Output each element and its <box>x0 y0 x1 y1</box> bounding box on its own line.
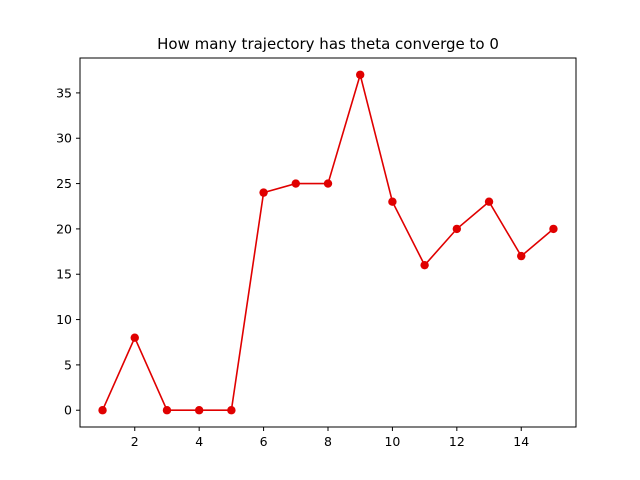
y-tick-label: 35 <box>56 85 72 100</box>
x-tick-label: 4 <box>195 434 203 449</box>
data-point <box>259 188 268 197</box>
chart-title: How many trajectory has theta converge t… <box>157 35 499 53</box>
data-point <box>227 406 236 415</box>
x-tick-label: 6 <box>260 434 268 449</box>
data-point <box>130 333 139 342</box>
data-point <box>356 70 365 79</box>
data-point <box>162 406 172 415</box>
x-tick-label: 8 <box>324 434 332 449</box>
y-tick-label: 0 <box>64 403 72 418</box>
x-tick-label: 2 <box>131 434 139 449</box>
data-point <box>420 260 429 270</box>
y-tick-label: 10 <box>56 312 72 327</box>
data-point <box>549 224 558 234</box>
data-point <box>291 179 300 188</box>
x-axis: 2 4 6 8 10 12 14 <box>131 427 529 449</box>
data-point <box>98 406 107 415</box>
data-point <box>323 179 333 188</box>
y-tick-label: 30 <box>56 131 72 146</box>
y-axis: 0 5 10 15 20 25 30 35 <box>56 85 80 418</box>
series-layer <box>98 70 558 415</box>
y-tick-label: 15 <box>56 267 72 282</box>
data-point <box>194 406 204 415</box>
series-line <box>101 71 554 412</box>
data-point <box>484 197 494 206</box>
y-tick-label: 25 <box>56 176 72 191</box>
y-tick-label: 5 <box>64 357 72 372</box>
x-tick-label: 14 <box>513 434 529 449</box>
plot-area-frame <box>79 57 577 428</box>
data-point <box>452 224 462 234</box>
y-tick-label: 20 <box>56 221 72 236</box>
x-tick-label: 12 <box>449 434 465 449</box>
data-point <box>388 197 397 206</box>
x-tick-label: 10 <box>384 434 400 449</box>
data-point <box>517 251 526 261</box>
